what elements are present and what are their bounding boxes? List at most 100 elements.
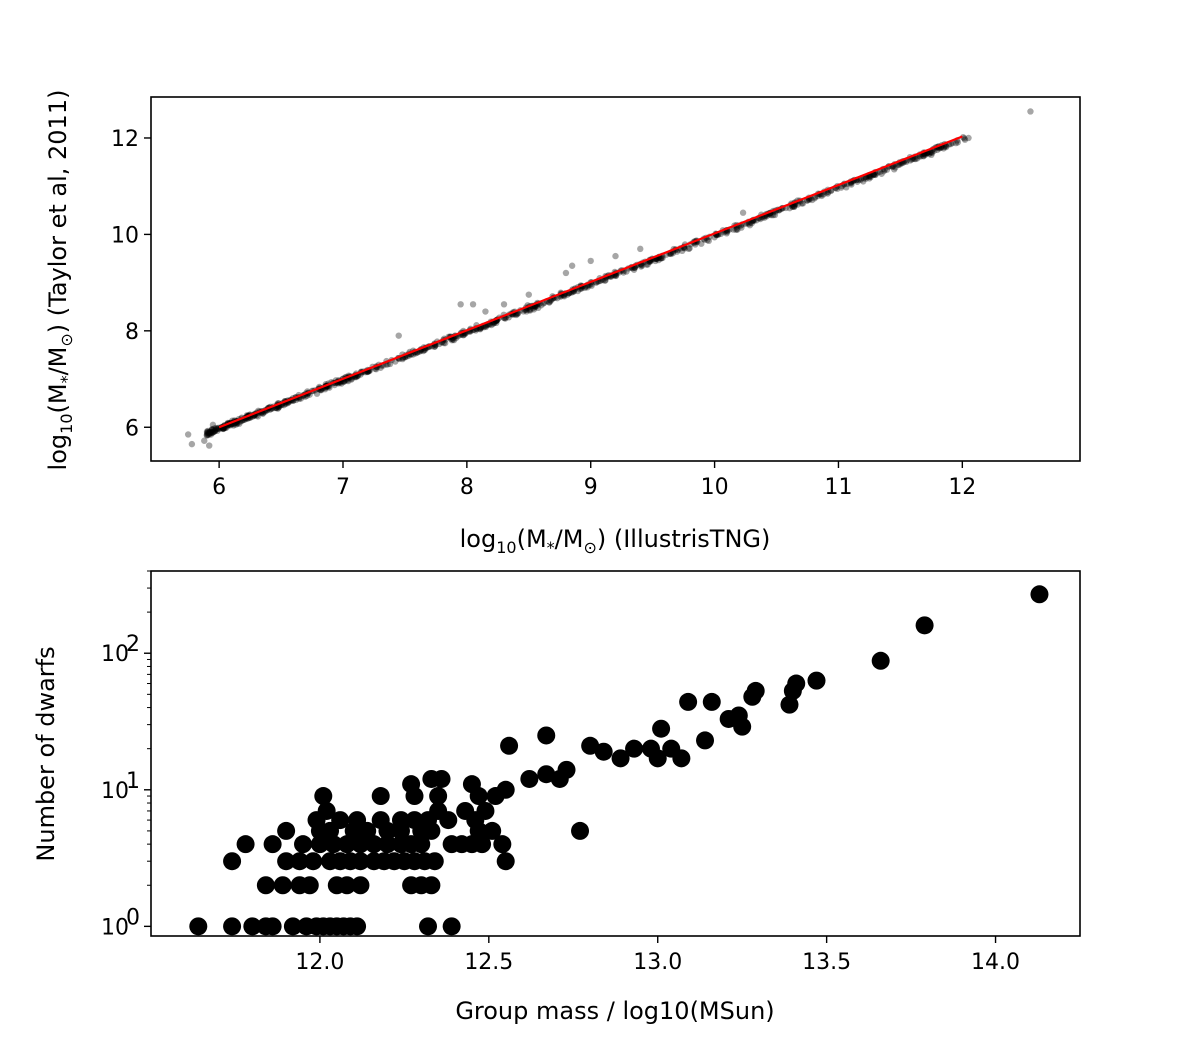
top-data-point	[205, 431, 212, 438]
bottom-data-point	[871, 651, 890, 670]
top-data-point	[698, 240, 705, 247]
top-data-point	[769, 211, 777, 219]
top-data-point	[450, 336, 458, 344]
top-data-point	[254, 413, 262, 420]
bottom-data-point	[496, 780, 515, 799]
top-data-point	[482, 308, 489, 315]
top-data-point	[203, 432, 211, 439]
top-data-point	[965, 134, 972, 142]
top-data-point	[568, 262, 576, 269]
top-data-point	[207, 431, 215, 438]
bottom-y-axis-label: Number of dwarfs	[32, 646, 60, 861]
bottom-data-point	[331, 811, 350, 830]
top-data-point	[395, 332, 402, 339]
top-data-point	[326, 384, 333, 391]
top-data-point	[313, 390, 321, 397]
top-data-point	[925, 150, 933, 158]
top-data-point	[211, 427, 219, 435]
top-data-point	[232, 421, 240, 428]
top-data-point	[1027, 108, 1034, 115]
top-data-point	[230, 422, 237, 429]
top-data-point	[711, 234, 718, 241]
bottom-data-point	[304, 852, 323, 871]
top-data-point	[188, 440, 196, 448]
top-data-point	[210, 428, 217, 435]
bottom-data-point	[236, 835, 255, 854]
top-data-point	[705, 237, 712, 245]
top-data-point	[685, 245, 692, 253]
top-data-point	[338, 380, 345, 387]
top-data-point	[457, 301, 464, 308]
top-data-point	[206, 430, 213, 437]
top-data-point	[798, 200, 806, 207]
bottom-x-tick-label: 12.0	[295, 950, 344, 975]
bottom-x-tick-label: 14.0	[971, 950, 1020, 975]
top-data-point	[771, 211, 779, 219]
bottom-data-point	[317, 801, 336, 820]
bottom-data-point	[378, 835, 397, 854]
top-data-point	[757, 215, 764, 223]
top-data-point	[512, 311, 520, 319]
top-data-point	[655, 256, 662, 264]
bottom-data-point	[915, 616, 934, 635]
top-x-axis-label: log10(M*/M⊙) (IllustrisTNG)	[460, 525, 771, 557]
top-data-point	[748, 219, 756, 227]
top-data-point	[184, 431, 192, 438]
bottom-data-point	[425, 852, 444, 871]
top-data-point	[204, 427, 212, 435]
bottom-data-point	[787, 674, 806, 693]
bottom-data-point	[348, 917, 367, 936]
bottom-data-point	[412, 835, 431, 854]
top-data-point	[234, 420, 241, 427]
top-data-point	[928, 149, 936, 157]
top-data-point	[209, 429, 216, 436]
bottom-data-point	[277, 821, 296, 840]
bottom-data-point	[429, 787, 448, 806]
top-data-point	[212, 424, 220, 432]
bottom-data-point	[807, 671, 826, 690]
bottom-data-point	[648, 749, 667, 768]
bottom-data-point	[419, 917, 438, 936]
top-x-tick-label: 8	[460, 475, 474, 500]
top-data-point	[535, 304, 542, 312]
bottom-data-point	[256, 876, 275, 895]
bottom-data-point	[300, 876, 319, 895]
top-data-point	[488, 321, 495, 329]
top-data-point	[493, 319, 500, 327]
bottom-y-tick-exponent: 1	[126, 769, 140, 794]
top-data-point	[623, 268, 630, 275]
top-y-tick-label: 12	[111, 127, 139, 152]
top-data-point	[207, 428, 215, 436]
top-data-point	[870, 171, 878, 178]
top-data-point	[961, 136, 969, 143]
top-data-point	[790, 203, 798, 210]
top-data-point	[345, 377, 352, 385]
top-plot-frame	[150, 96, 1081, 462]
top-data-point	[854, 178, 861, 185]
top-data-point	[818, 192, 825, 200]
bottom-data-point	[483, 821, 502, 840]
bottom-y-tick-exponent: 2	[126, 632, 140, 657]
bottom-data-point	[263, 835, 282, 854]
top-data-point	[584, 284, 591, 291]
top-data-point	[866, 175, 873, 182]
top-data-point	[637, 263, 645, 270]
top-data-point	[207, 429, 214, 437]
bottom-data-point	[351, 876, 370, 895]
top-data-point	[377, 364, 384, 371]
top-data-point	[321, 386, 329, 393]
top-data-point	[704, 236, 711, 244]
bottom-data-point	[679, 692, 698, 711]
top-data-point	[527, 307, 534, 314]
top-data-point	[431, 343, 438, 350]
top-data-point	[472, 327, 479, 334]
bottom-data-point	[371, 787, 390, 806]
top-data-point	[866, 173, 873, 180]
bottom-x-axis-label: Group mass / log10(MSun)	[455, 997, 774, 1025]
top-data-point	[871, 171, 879, 178]
top-data-point	[210, 428, 217, 436]
bottom-data-point	[283, 917, 302, 936]
bottom-x-tick-label: 13.5	[802, 950, 851, 975]
top-data-point	[786, 204, 793, 212]
